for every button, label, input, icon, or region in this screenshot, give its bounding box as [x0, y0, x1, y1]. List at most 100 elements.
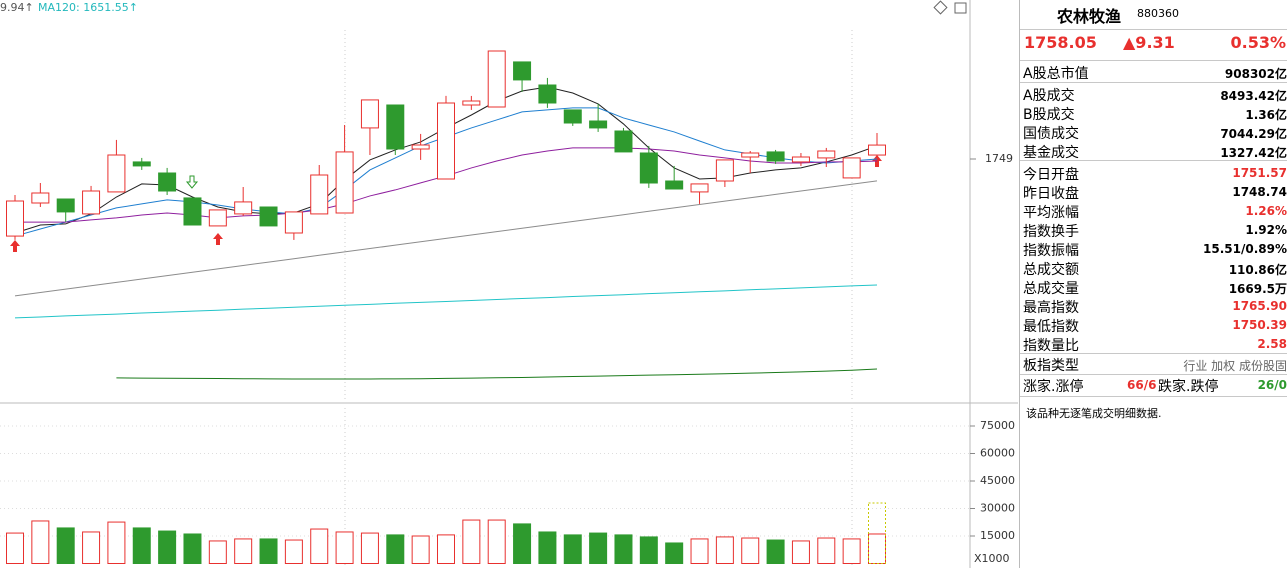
candle-body [6, 200, 24, 237]
volume-bar [715, 536, 734, 565]
candle-body [208, 209, 227, 227]
row-value: 1669.5万 [1228, 282, 1287, 296]
candle-body [107, 154, 126, 193]
divider [1020, 160, 1287, 161]
row-label: B股成交 [1023, 107, 1075, 123]
volume-bar [411, 535, 430, 564]
y-tick-label: 60000 [980, 447, 1015, 460]
volume-bar [766, 539, 785, 564]
volume-bar [842, 538, 861, 565]
row-label: A股总市值 [1023, 66, 1089, 82]
icon-window[interactable] [954, 2, 967, 14]
row-value: 1.26% [1245, 204, 1287, 218]
row-label: 板指类型 [1023, 358, 1079, 374]
candle-body [284, 211, 303, 234]
candle-body [82, 190, 101, 215]
breadth-value: 26/0 [1257, 378, 1287, 392]
message: 该品种无逐笔成交明细数据. [1026, 407, 1162, 420]
candle-body [335, 151, 354, 214]
row-label: 昨日收盘 [1023, 186, 1079, 202]
volume-unit: X1000 [974, 552, 1010, 565]
candle-body [639, 152, 658, 184]
volume-bar [208, 540, 227, 565]
candle-body [614, 130, 633, 153]
divider [1020, 374, 1287, 375]
candle-body [563, 109, 582, 124]
volume-bar [614, 534, 633, 565]
volume-bar [107, 521, 126, 564]
candle-body [411, 144, 430, 150]
ma-line [14, 180, 878, 297]
row-label: 最低指数 [1023, 319, 1079, 335]
volume-bar [690, 538, 709, 565]
volume-bar [259, 538, 278, 565]
volume-bar [589, 532, 608, 564]
volume-bar [31, 520, 50, 565]
ma-label: 9.94↑ [0, 1, 34, 14]
row-value: 1765.90 [1232, 299, 1287, 313]
volume-bar [462, 519, 481, 564]
row-value: 110.86亿 [1228, 263, 1287, 277]
divider [1020, 396, 1287, 397]
row-value: 2.58 [1257, 337, 1287, 351]
volume-bar [386, 534, 405, 565]
row-label: 总成交量 [1023, 281, 1079, 297]
row-label: 指数量比 [1023, 338, 1079, 354]
candle-body [715, 159, 734, 182]
candle-body [360, 99, 379, 129]
volume-bar [791, 540, 810, 565]
volume-bar [310, 528, 329, 564]
volume-bar [563, 534, 582, 565]
stock-code: 880360 [1137, 7, 1179, 20]
row-value: 1750.39 [1232, 318, 1287, 332]
price: 1758.05 [1024, 33, 1097, 52]
row-label: 总成交额 [1023, 262, 1079, 278]
stock-name: 农林牧渔 [1057, 7, 1122, 26]
volume-bar [132, 527, 151, 565]
icon-diamond[interactable] [933, 0, 948, 15]
y-tick-label: 75000 [980, 419, 1015, 432]
volume-bar [437, 534, 455, 565]
change-pct: 0.53% [1230, 33, 1286, 52]
candle-body [183, 197, 202, 226]
volume-bar [538, 531, 557, 565]
row-value: 行业 加权 成份股固 [1183, 359, 1287, 373]
volume-bar [665, 542, 684, 565]
volume-bar [183, 533, 202, 565]
row-label: 指数换手 [1023, 224, 1079, 240]
candle-body [766, 151, 785, 162]
breadth-value: 66/6 [1127, 378, 1157, 392]
volume-bar [6, 532, 24, 564]
candle-body [132, 161, 151, 167]
row-label: 平均涨幅 [1023, 205, 1079, 221]
ma-label: MA120: 1651.55↑ [38, 1, 138, 14]
volume-bar [82, 531, 101, 565]
candle-body [259, 206, 278, 227]
volume-bar [513, 523, 532, 565]
y-tick-label: 45000 [980, 474, 1015, 487]
row-value: 15.51/0.89% [1203, 242, 1287, 256]
volume-bar [284, 539, 303, 564]
row-label: A股成交 [1023, 88, 1075, 104]
volume-bar [335, 531, 354, 565]
divider [1020, 29, 1287, 30]
row-value: 1751.57 [1232, 166, 1287, 180]
row-value: 1748.74 [1232, 185, 1287, 199]
candle-body [791, 156, 810, 163]
candle-body [487, 50, 506, 108]
row-label: 国债成交 [1023, 126, 1079, 142]
breadth-label: 涨家.涨停 [1023, 379, 1084, 395]
volume-bar [868, 533, 886, 565]
row-value: 8493.42亿 [1220, 89, 1287, 103]
candle-body [386, 104, 405, 150]
candle-body [462, 100, 481, 106]
y-tick-label: 1749 [985, 152, 1013, 165]
candle-body [158, 172, 177, 192]
candle-body [589, 120, 608, 129]
change: ▲9.31 [1123, 33, 1175, 52]
volume-bar [360, 532, 379, 564]
info-panel: 农林牧渔 880360 1758.05 ▲9.31 0.53% A股总市值 908… [1019, 0, 1287, 568]
volume-bar [234, 538, 253, 565]
volume-bar [639, 536, 658, 565]
